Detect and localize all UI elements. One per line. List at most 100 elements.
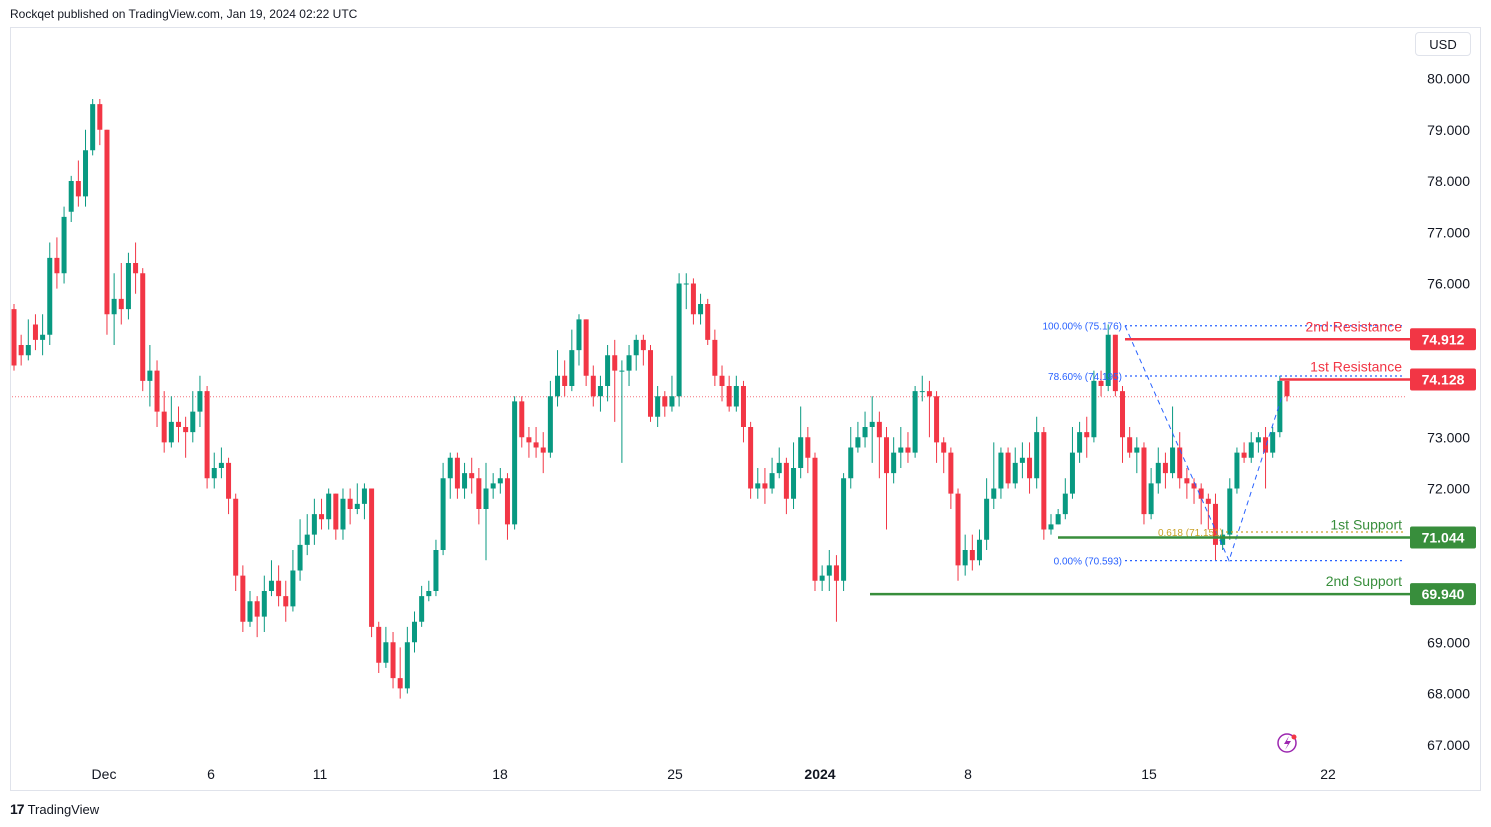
candle-body [533,442,539,448]
tradingview-brand: TradingView [27,801,100,817]
candle-body [476,478,482,509]
candle-body [1234,452,1240,489]
candle-body [719,375,725,386]
candle-body [748,427,754,489]
candle-body [1198,488,1204,499]
candle-body [1220,534,1226,545]
currency-button[interactable]: USD [1415,32,1471,56]
chart-frame [10,27,1481,791]
candle-body [633,339,639,356]
candle-body [669,396,675,407]
candle-body [190,411,196,433]
price-tag [1410,526,1476,549]
candle-body [1027,457,1033,479]
candle-body [1241,452,1247,458]
candle-body [712,339,718,376]
candle-body [905,447,911,453]
candle-body [1255,437,1261,443]
candle-body [283,596,289,607]
candle-body [47,257,53,335]
candle-body [862,427,868,438]
candle-body [726,386,732,407]
tradingview-logo-icon: 17 [10,801,25,817]
y-tick-label: 69.000 [1427,634,1470,650]
candle-body [1227,488,1233,535]
candle-body [1205,498,1211,504]
candle-body [1248,442,1254,458]
candle-body [833,565,839,581]
fib-level-label: 78.60% (74.195) [1048,372,1122,383]
y-tick-label: 80.000 [1427,71,1470,87]
candle-body [562,375,568,386]
candle-body [1120,391,1126,438]
candle-body [1105,334,1111,386]
candle-body [1170,447,1176,474]
candle-body [1162,462,1168,474]
candle-body [1177,447,1183,479]
candle-body [419,596,425,622]
candle-body [848,447,854,479]
candle-body [869,421,875,427]
candle-body [798,437,804,468]
candle-body [855,437,861,448]
candle-body [304,534,310,545]
candle-body [319,514,325,520]
support-level-label: 1st Support [1330,516,1402,532]
candle-body [369,488,375,627]
candle-body [90,104,96,151]
tradingview-logo[interactable]: 17 TradingView [10,801,99,817]
candle-body [1012,462,1018,484]
candle-body [884,437,890,474]
lightning-icon-dot [1291,734,1297,740]
candle-body [218,462,224,468]
candle-body [404,642,410,689]
candle-body [18,345,24,356]
candle-body [1263,437,1269,453]
y-tick-label: 72.000 [1427,481,1470,497]
candle-body [1077,432,1083,453]
candle-body [1148,483,1154,515]
candle-body [934,396,940,443]
candle-body [133,263,139,274]
lightning-icon-ring [1277,733,1297,753]
candle-body [998,452,1004,489]
candle-body [791,468,797,499]
candle-body [1127,437,1133,453]
candle-body [891,452,897,474]
candle-body [226,462,232,499]
candle-body [1019,457,1025,463]
candle-body [805,437,811,458]
y-tick-label: 79.000 [1427,122,1470,138]
fib-level-label: 0.00% (70.593) [1054,557,1122,568]
candle-body [97,104,103,130]
candle-body [276,580,282,597]
candle-body [555,375,561,397]
candle-body [1069,452,1075,494]
y-tick-label: 68.000 [1427,686,1470,702]
candle-body [490,483,496,489]
y-tick-label: 73.000 [1427,429,1470,445]
candle-body [1062,493,1068,515]
lightning-icon [1277,733,1297,753]
candle-body [1091,380,1097,438]
candle-body [941,442,947,453]
x-tick-label: 25 [667,766,683,782]
candle-body [497,478,503,484]
candle-body [526,437,532,443]
candle-body [118,298,124,310]
candle-body [1191,483,1197,489]
candle-body [25,345,31,356]
candle-body [655,396,661,417]
candle-body [440,478,446,550]
candle-body [104,129,110,315]
price-tag-value: 71.044 [1422,529,1465,545]
price-tag [1410,328,1476,351]
candle-body [454,457,460,489]
candle-body [297,544,303,571]
candle-body [1084,432,1090,438]
candle-body [597,386,603,397]
candle-body [519,401,525,438]
price-tag [1410,583,1476,606]
candle-body [662,396,668,407]
